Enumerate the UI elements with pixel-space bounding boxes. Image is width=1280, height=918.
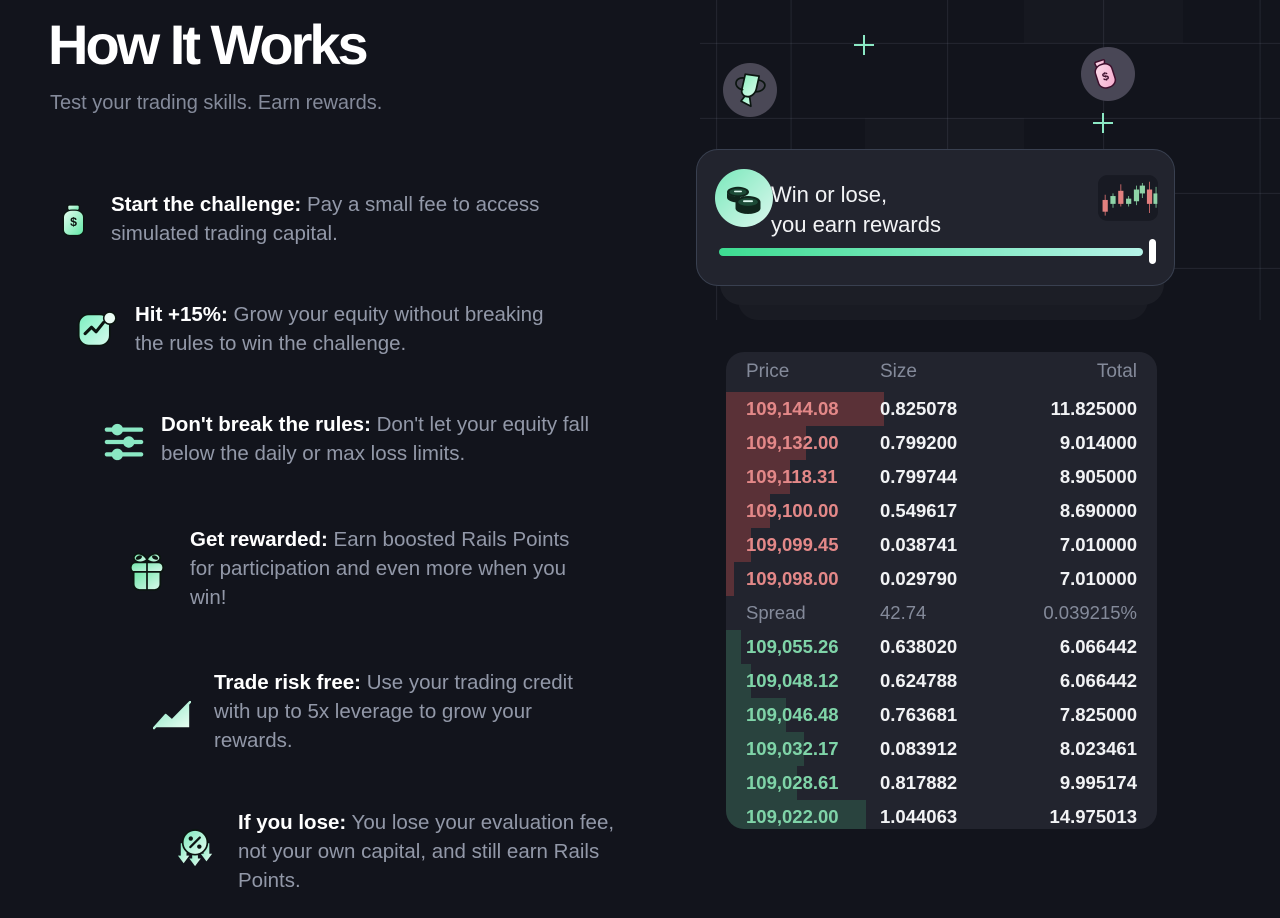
svg-text:$: $: [70, 215, 77, 229]
